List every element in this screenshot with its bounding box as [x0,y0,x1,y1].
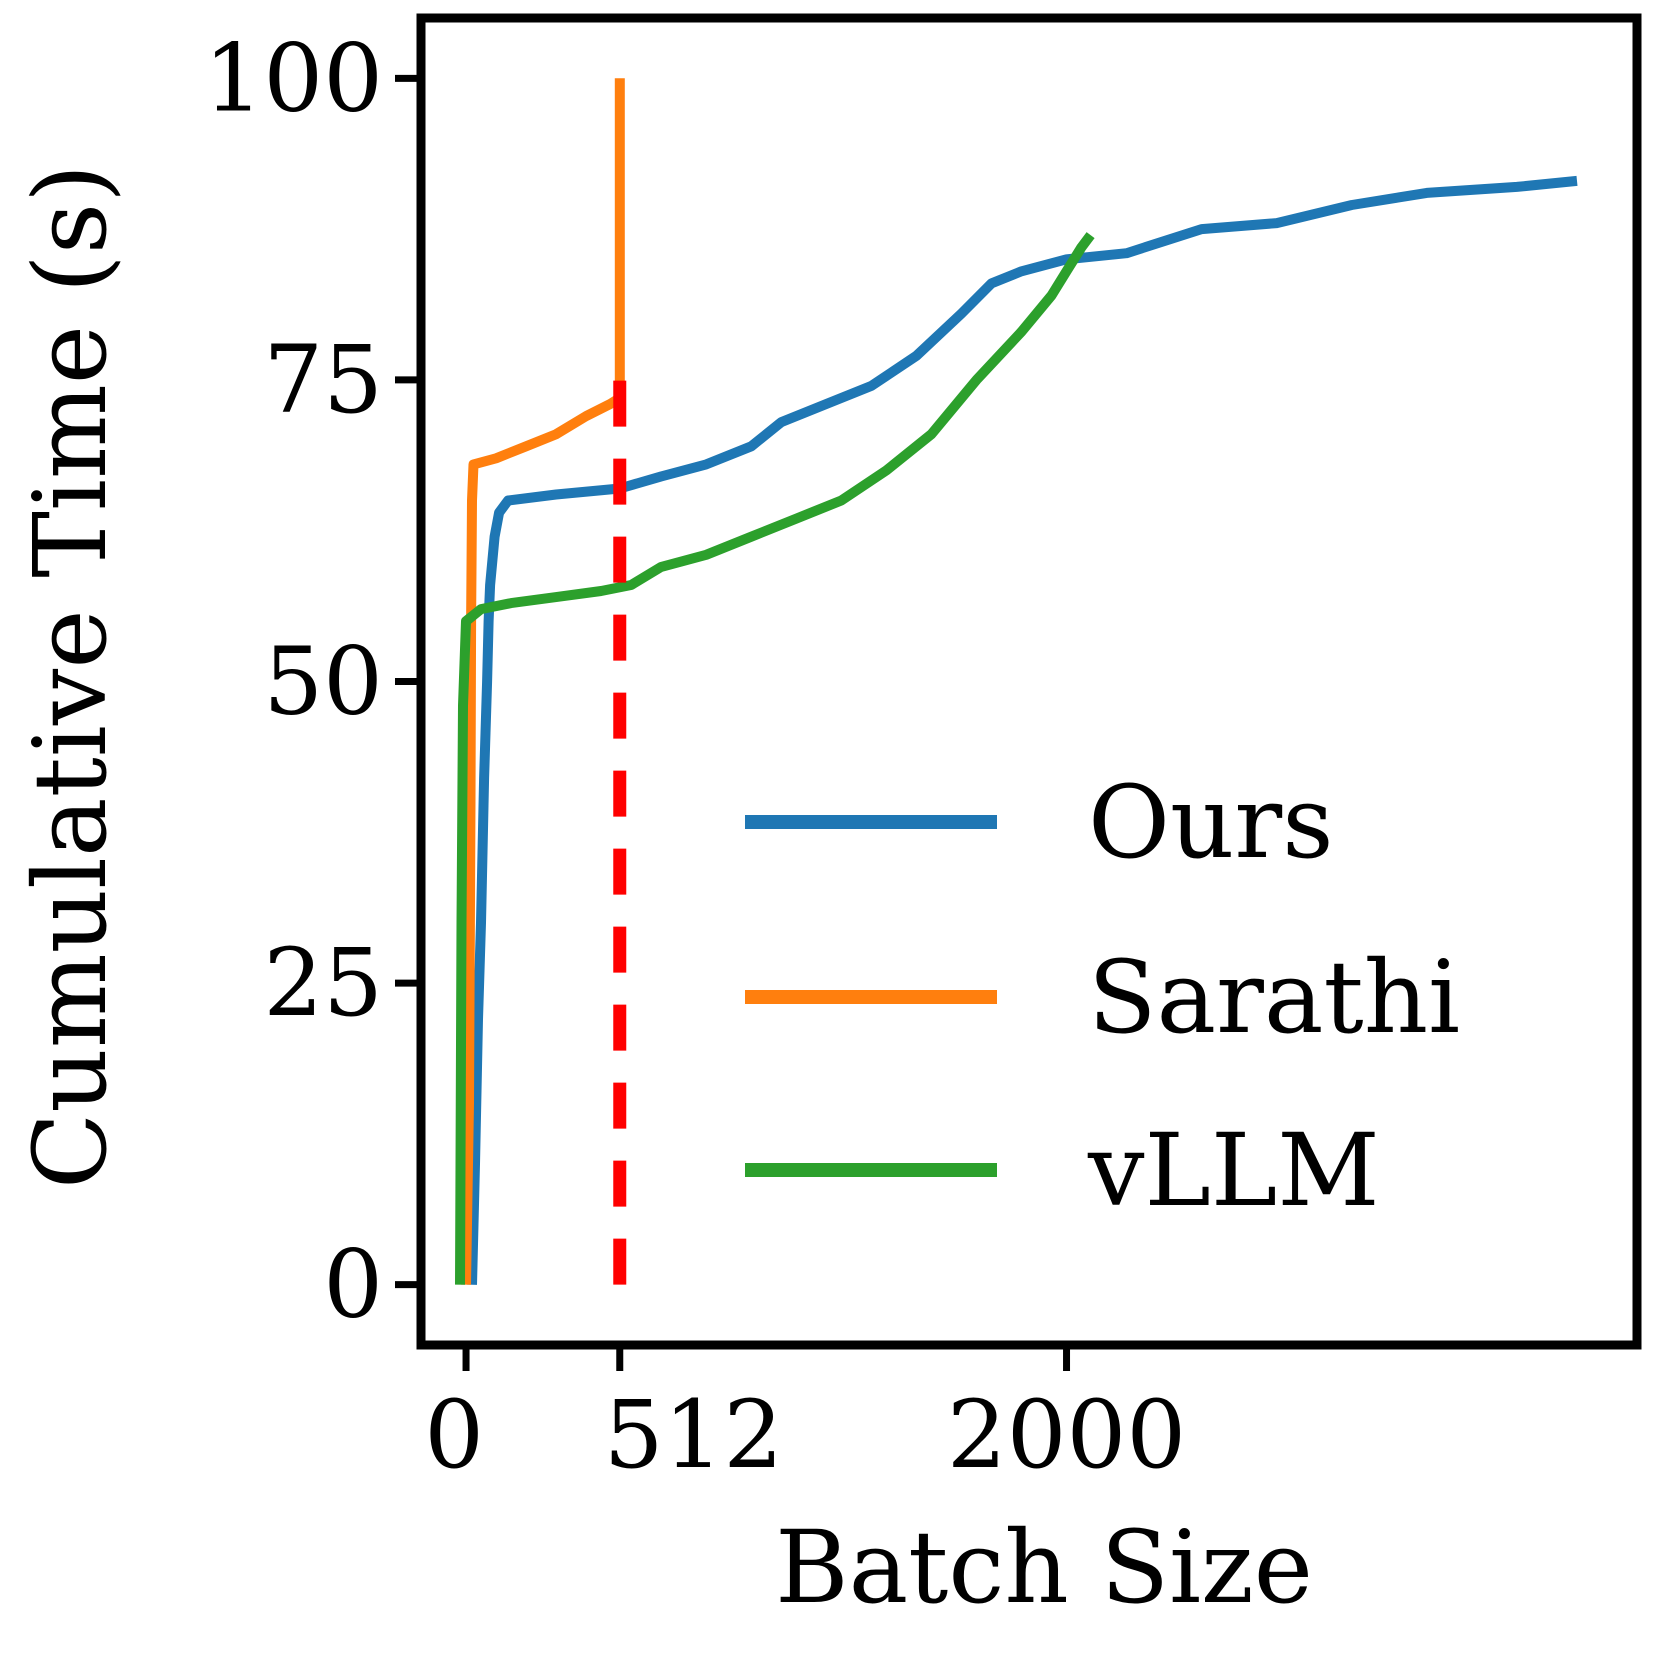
plot-area [416,13,1642,1350]
y-tick-label: 50 [263,628,383,737]
legend-label-vllm: vLLM [1087,1112,1380,1229]
y-axis-label: Cumulative Time (s) [12,164,129,1189]
y-tick-label: 100 [204,24,383,133]
x-tick-label: 0 [424,1381,484,1490]
y-tick-label: 0 [323,1231,383,1340]
plot-frame [416,13,1642,1350]
y-axis: 0 25 50 75 100 [204,24,421,1340]
legend-label-ours: Ours [1088,764,1334,881]
series-layer [455,78,1578,1285]
y-tick-label: 25 [263,929,383,1038]
series-line-ours [467,175,1578,1285]
x-tick-label: 512 [604,1381,783,1490]
legend: Ours Sarathi vLLM [745,764,1460,1229]
x-tick-label: 2000 [947,1381,1186,1490]
x-axis-label: Batch Size [775,1509,1313,1626]
series-line-vllm [455,232,1095,1285]
x-axis: 0 512 2000 [424,1345,1186,1490]
series-line-sarathi [461,78,625,1285]
y-tick-label: 75 [263,326,383,435]
legend-label-sarathi: Sarathi [1088,939,1460,1056]
